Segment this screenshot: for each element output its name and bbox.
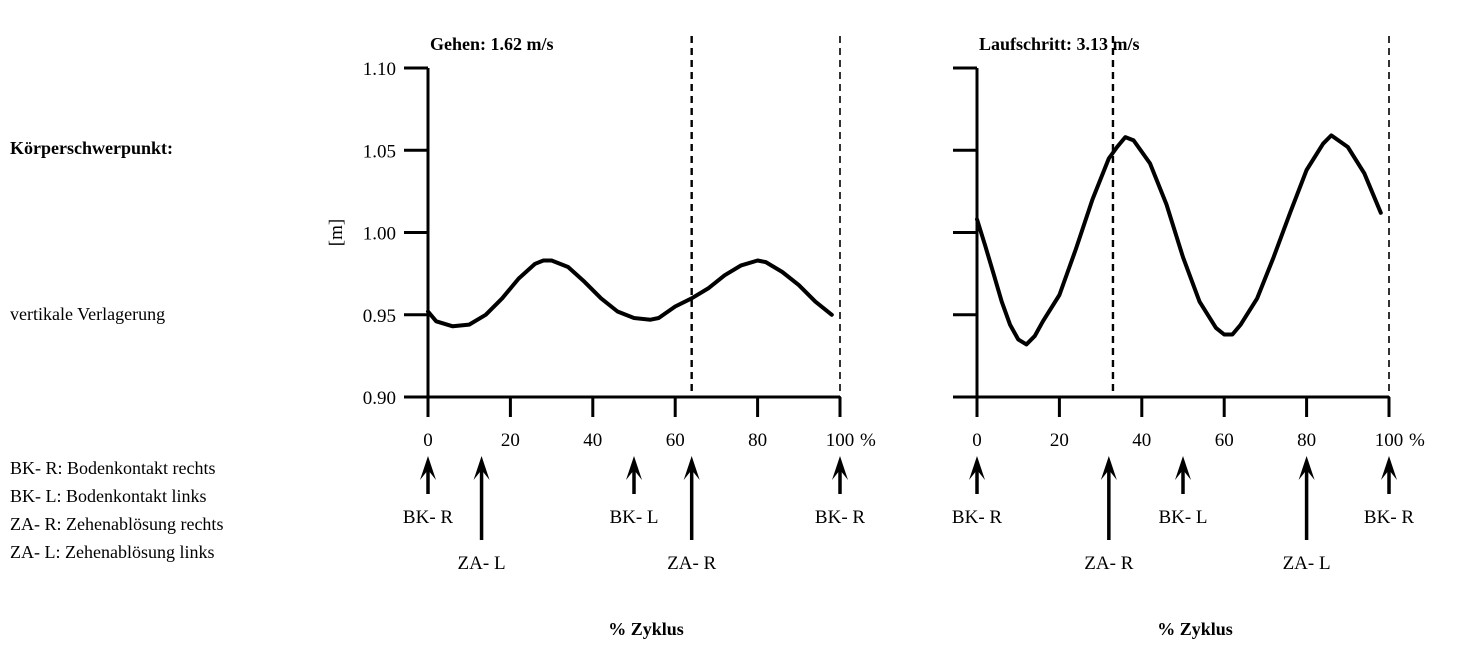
x-tick-label: 60 — [1215, 430, 1234, 451]
chart-title: Laufschritt: 3.13 m/s — [979, 34, 1140, 54]
event-arrow-head — [420, 456, 436, 480]
event-arrow-head — [1175, 456, 1191, 480]
y-tick-label: 0.90 — [363, 388, 396, 409]
series-line — [975, 133, 1383, 347]
event-label: ZA- R — [1084, 553, 1133, 574]
event-arrow-head — [969, 456, 985, 480]
y-tick-label: 1.05 — [363, 141, 396, 162]
event-label: BK- R — [1364, 507, 1414, 528]
x-tick-label: 0 — [423, 430, 433, 451]
legend-item: BK- L: Bodenkontakt links — [10, 486, 207, 506]
x-tick-label: 0 — [972, 430, 982, 451]
legend-item: ZA- L: Zehenablösung links — [10, 542, 215, 562]
event-label: BK- R — [815, 507, 865, 528]
event-label: ZA- L — [458, 553, 506, 574]
side-title: Körperschwerpunkt: — [10, 138, 173, 158]
event-arrow-head — [1100, 456, 1117, 480]
y-axis-label: [m] — [326, 219, 347, 246]
x-tick-label: 20 — [1050, 430, 1069, 451]
side-subtitle: vertikale Verlagerung — [10, 304, 166, 324]
event-arrow-head — [626, 456, 642, 480]
x-unit-label: % — [860, 430, 876, 451]
x-tick-label: 60 — [666, 430, 685, 451]
event-arrow-head — [683, 456, 700, 480]
event-label: BK- L — [609, 507, 658, 528]
event-arrow-head — [832, 456, 848, 480]
event-label: ZA- R — [667, 553, 716, 574]
event-arrow-head — [1298, 456, 1315, 480]
chart-title: Gehen: 1.62 m/s — [430, 34, 554, 54]
x-tick-label: 20 — [501, 430, 520, 451]
event-label: BK- R — [952, 507, 1002, 528]
event-label: ZA- L — [1283, 553, 1331, 574]
event-arrow-head — [473, 456, 490, 480]
y-tick-label: 1.00 — [363, 224, 396, 245]
x-tick-label: 40 — [583, 430, 602, 451]
legend-item: BK- R: Bodenkontakt rechts — [10, 458, 216, 478]
y-tick-label: 1.10 — [363, 59, 396, 80]
x-tick-label: 100 — [1375, 430, 1404, 451]
event-label: BK- L — [1158, 507, 1207, 528]
y-tick-label: 0.95 — [363, 306, 396, 327]
event-label: BK- R — [403, 507, 453, 528]
event-arrow-head — [1381, 456, 1397, 480]
x-tick-label: 100 — [826, 430, 855, 451]
x-tick-label: 80 — [1297, 430, 1316, 451]
x-tick-label: 80 — [748, 430, 767, 451]
series-line — [426, 258, 834, 329]
x-tick-label: 40 — [1132, 430, 1151, 451]
x-axis-label: % Zyklus — [1157, 619, 1233, 639]
x-unit-label: % — [1409, 430, 1425, 451]
x-axis-label: % Zyklus — [608, 619, 684, 639]
legend-item: ZA- R: Zehenablösung rechts — [10, 514, 224, 534]
